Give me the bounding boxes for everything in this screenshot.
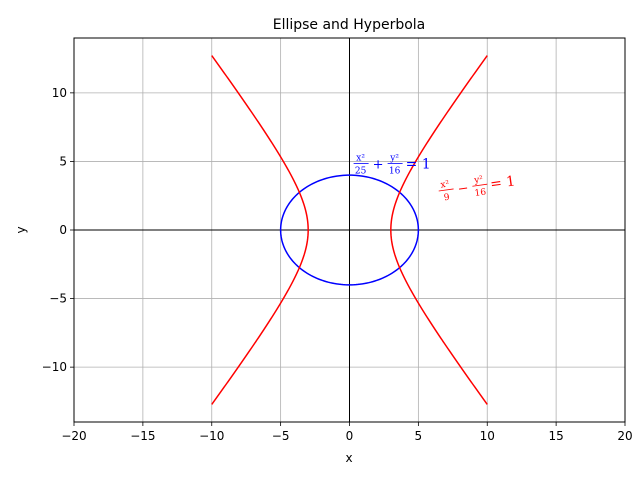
x-axis-label: x	[345, 451, 352, 465]
x-tick-label: 10	[480, 429, 495, 443]
x-tick-label: −5	[272, 429, 290, 443]
ellipse-equation-label: x² 25 + y² 16 = 1	[353, 154, 431, 177]
x-tick-label: 20	[617, 429, 632, 443]
hyperbola-right-branch	[390, 55, 488, 405]
ticks: −20 −15 −10 −5 0 5 10 15 20 −10 −5 0 5 10	[42, 86, 633, 443]
y-tick-label: 5	[59, 154, 67, 168]
y-tick-label: −5	[49, 292, 67, 306]
equation-numerator: y²	[389, 154, 399, 164]
equation-numerator: x²	[356, 154, 365, 164]
ellipse-curve	[279, 174, 420, 286]
fraction-bar	[438, 188, 454, 192]
zero-lines	[74, 38, 625, 422]
equation-denominator: 16	[474, 187, 487, 199]
equation-operator: +	[373, 158, 384, 173]
y-tick-label: 10	[52, 86, 67, 100]
fraction-bar	[472, 183, 488, 187]
series-layer	[211, 55, 488, 405]
equation-rhs: = 1	[489, 173, 516, 192]
x-tick-label: −10	[199, 429, 224, 443]
equation-denominator: 16	[389, 167, 401, 177]
y-axis-label: y	[14, 226, 28, 233]
y-tick-label: 0	[59, 223, 67, 237]
equation-numerator: y²	[473, 175, 484, 186]
y-tick-label: −10	[42, 360, 67, 374]
chart-title: Ellipse and Hyperbola	[273, 17, 426, 33]
x-tick-label: 0	[346, 429, 354, 443]
x-tick-label: 5	[415, 429, 423, 443]
x-tick-label: 15	[548, 429, 563, 443]
hyperbola-left-branch	[211, 55, 309, 405]
x-tick-label: −15	[130, 429, 155, 443]
equation-denominator: 25	[355, 167, 367, 177]
equation-numerator: x²	[440, 179, 450, 190]
equation-operator: −	[457, 181, 470, 197]
x-tick-label: −20	[61, 429, 86, 443]
equation-denominator: 9	[443, 193, 450, 204]
equation-rhs: = 1	[406, 157, 431, 173]
